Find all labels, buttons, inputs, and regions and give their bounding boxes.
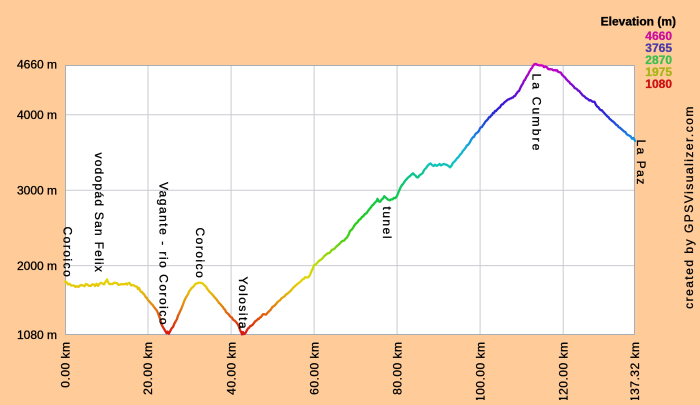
svg-text:1080 m: 1080 m (17, 328, 57, 342)
svg-text:4000 m: 4000 m (17, 108, 57, 122)
svg-text:3765: 3765 (645, 41, 672, 55)
svg-text:1080: 1080 (645, 77, 672, 91)
svg-text:Coroico: Coroico (193, 228, 207, 280)
svg-text:2000 m: 2000 m (17, 259, 57, 273)
svg-text:0.00 km: 0.00 km (59, 342, 73, 388)
svg-text:1975: 1975 (645, 65, 672, 79)
svg-text:80.00 km: 80.00 km (390, 342, 404, 395)
svg-text:100.00 km: 100.00 km (473, 342, 487, 401)
svg-text:tunel: tunel (380, 207, 394, 241)
svg-text:Elevation (m): Elevation (m) (601, 14, 676, 28)
svg-text:4660 m: 4660 m (17, 57, 57, 71)
svg-text:La Cumbre: La Cumbre (530, 74, 544, 153)
svg-text:created by GPSVisualizer.com: created by GPSVisualizer.com (682, 105, 696, 309)
svg-text:3000 m: 3000 m (17, 184, 57, 198)
svg-text:60.00 km: 60.00 km (307, 342, 321, 395)
svg-text:vodopád San Felix: vodopád San Felix (92, 153, 106, 274)
svg-text:40.00 km: 40.00 km (224, 342, 238, 395)
svg-text:La Paz: La Paz (634, 140, 648, 186)
svg-text:Coroico: Coroico (61, 227, 75, 279)
svg-text:20.00 km: 20.00 km (141, 342, 155, 395)
svg-text:137.32 km: 137.32 km (628, 342, 642, 401)
svg-text:Vagante - rio Coroico: Vagante - rio Coroico (157, 182, 171, 326)
svg-text:2870: 2870 (645, 53, 672, 67)
svg-text:120.00 km: 120.00 km (556, 342, 570, 401)
svg-text:Yolosita: Yolosita (236, 277, 250, 331)
svg-text:4660: 4660 (645, 29, 672, 43)
